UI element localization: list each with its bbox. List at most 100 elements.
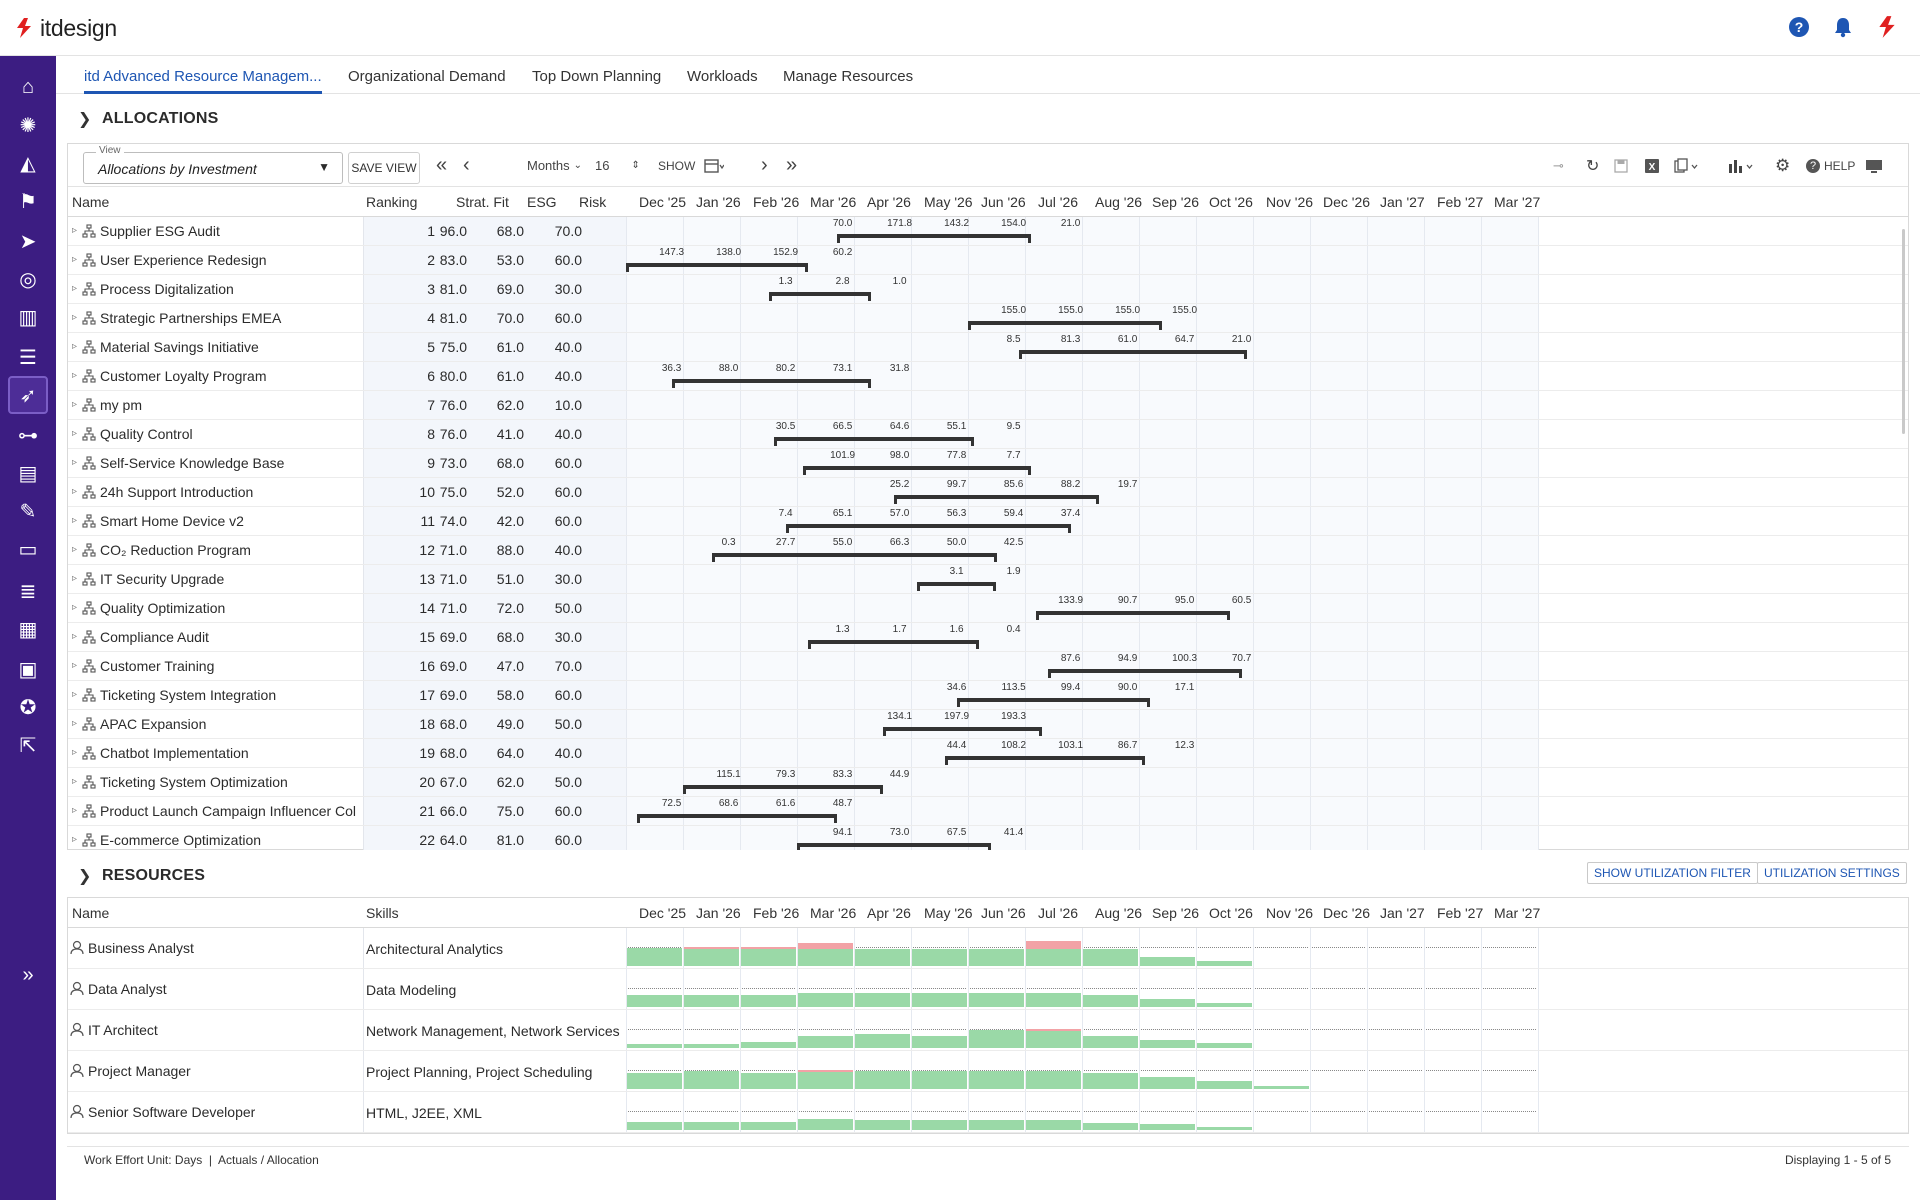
table-row[interactable]: ▹ Chatbot Implementation 19 68.0 64.0 40.0 44.…	[68, 739, 1908, 768]
resource-row[interactable]: Senior Software Developer HTML, J2EE, XML	[68, 1092, 1908, 1133]
sidebar-item-target[interactable]: ◎	[8, 260, 48, 298]
next-icon[interactable]: ›	[761, 154, 768, 176]
allocation-bar[interactable]	[671, 379, 872, 388]
expand-caret-icon[interactable]: ▹	[72, 457, 78, 468]
chevron-right-icon[interactable]: ❯	[78, 111, 92, 128]
table-row[interactable]: ▹ Ticketing System Integration 17 69.0 58.0 6…	[68, 681, 1908, 710]
allocation-bar[interactable]	[774, 437, 974, 446]
investment-name[interactable]: Chatbot Implementation	[100, 745, 249, 761]
table-row[interactable]: ▹ Quality Control 8 76.0 41.0 40.0 30.5 66.5 64.…	[68, 420, 1908, 449]
allocation-bar[interactable]	[956, 698, 1151, 707]
investment-name[interactable]: Compliance Audit	[100, 629, 209, 645]
expand-caret-icon[interactable]: ▹	[72, 254, 78, 265]
save-view-button[interactable]: SAVE VIEW	[348, 152, 420, 184]
utilization-bar[interactable]	[1197, 1043, 1252, 1048]
table-row[interactable]: ▹ 24h Support Introduction 10 75.0 52.0 60.0 2…	[68, 478, 1908, 507]
monitor-icon[interactable]	[1865, 144, 1883, 187]
utilization-bar[interactable]	[1140, 999, 1195, 1007]
sidebar-item-book[interactable]: ▤	[8, 454, 48, 492]
table-row[interactable]: ▹ Product Launch Campaign Influencer Col 2…	[68, 797, 1908, 826]
investment-name[interactable]: Ticketing System Integration	[100, 687, 277, 703]
res-col-skills-header[interactable]: Skills	[366, 905, 399, 921]
utilization-bar[interactable]	[684, 1044, 739, 1048]
table-row[interactable]: ▹ Ticketing System Optimization 20 67.0 62.0…	[68, 768, 1908, 797]
utilization-bar[interactable]	[741, 948, 796, 966]
refresh-icon[interactable]: ↻	[1586, 157, 1600, 175]
utilization-bar[interactable]	[798, 948, 853, 966]
table-row[interactable]: ▹ Strategic Partnerships EMEA 4 81.0 70.0 60.…	[68, 304, 1908, 333]
allocation-bar[interactable]	[626, 263, 809, 272]
expand-caret-icon[interactable]: ▹	[72, 660, 78, 671]
investment-name[interactable]: Quality Optimization	[100, 600, 226, 616]
expand-caret-icon[interactable]: ▹	[72, 341, 78, 352]
utilization-bar[interactable]	[969, 1030, 1024, 1048]
resource-name[interactable]: Data Analyst	[88, 981, 167, 997]
utilization-bar[interactable]	[1197, 1081, 1252, 1089]
tab-manage-resources[interactable]: Manage Resources	[783, 68, 914, 85]
utilization-bar[interactable]	[855, 1034, 910, 1048]
investment-name[interactable]: IT Security Upgrade	[100, 571, 225, 587]
allocation-bar[interactable]	[1036, 611, 1231, 620]
allocation-bar[interactable]	[945, 756, 1145, 765]
allocation-bar[interactable]	[802, 466, 1031, 475]
allocations-section-header[interactable]: ❯ ALLOCATIONS	[78, 109, 219, 129]
utilization-bar[interactable]	[1083, 1123, 1138, 1130]
allocation-bar[interactable]	[1019, 350, 1248, 359]
investment-name[interactable]: Ticketing System Optimization	[100, 774, 288, 790]
utilization-bar[interactable]	[627, 948, 682, 966]
utilization-bar[interactable]	[1083, 949, 1138, 966]
save-icon[interactable]	[1614, 144, 1628, 187]
utilization-bar[interactable]	[969, 949, 1024, 966]
sidebar-item-flag[interactable]: ⚑	[8, 182, 48, 220]
utilization-bar[interactable]	[1026, 948, 1081, 966]
utilization-bar[interactable]	[627, 995, 682, 1007]
sidebar-item-clipboard-edit[interactable]: ✎	[8, 492, 48, 530]
utilization-bar[interactable]	[684, 995, 739, 1007]
utilization-bar[interactable]	[627, 1073, 682, 1089]
col-name-header[interactable]: Name	[72, 194, 110, 210]
expand-caret-icon[interactable]: ▹	[72, 370, 78, 381]
sidebar-item-lightbulb[interactable]: ✺	[8, 106, 48, 144]
table-row[interactable]: ▹ User Experience Redesign 2 83.0 53.0 60.0 14…	[68, 246, 1908, 275]
itdesign-logo[interactable]: itdesign	[14, 14, 117, 42]
chart-options-icon[interactable]	[1728, 144, 1756, 187]
investment-name[interactable]: Customer Loyalty Program	[100, 368, 267, 384]
calendar-icon[interactable]	[704, 144, 724, 187]
investment-name[interactable]: E-commerce Optimization	[100, 832, 262, 848]
sidebar-item-checklist[interactable]: ☰	[8, 338, 48, 376]
table-row[interactable]: ▹ my pm 7 76.0 62.0 10.0	[68, 391, 1908, 420]
resources-section-header[interactable]: ❯ RESOURCES	[78, 866, 205, 886]
utilization-bar[interactable]	[1026, 1120, 1081, 1130]
table-row[interactable]: ▹ Customer Training 16 69.0 47.0 70.0 87.6 94.9…	[68, 652, 1908, 681]
expand-caret-icon[interactable]: ▹	[72, 631, 78, 642]
table-row[interactable]: ▹ Self-Service Knowledge Base 9 73.0 68.0 60.…	[68, 449, 1908, 478]
utilization-bar[interactable]	[855, 1120, 910, 1130]
resource-name[interactable]: Project Manager	[88, 1063, 191, 1079]
sidebar-item-expand[interactable]: »	[8, 956, 48, 994]
utilization-bar[interactable]	[798, 1119, 853, 1130]
sidebar-item-chart-area[interactable]: ◭	[8, 144, 48, 182]
utilization-bar[interactable]	[1254, 1086, 1309, 1089]
investment-name[interactable]: my pm	[100, 397, 142, 413]
utilization-bar[interactable]	[1026, 1071, 1081, 1089]
expand-caret-icon[interactable]: ▹	[72, 312, 78, 323]
period-unit-select[interactable]: Months ⌄	[527, 144, 582, 187]
utilization-bar[interactable]	[1026, 993, 1081, 1007]
sidebar-item-org-chart[interactable]: ⊶	[8, 416, 48, 454]
period-count-stepper[interactable]: 16 ⇕	[595, 144, 640, 187]
expand-caret-icon[interactable]: ▹	[72, 428, 78, 439]
investment-name[interactable]: User Experience Redesign	[100, 252, 267, 268]
utilization-bar[interactable]	[741, 995, 796, 1007]
utilization-bar[interactable]	[741, 1122, 796, 1130]
stepper-icon[interactable]: ⇕	[631, 160, 640, 171]
utilization-bar[interactable]	[684, 1071, 739, 1089]
itdesign-logo-icon[interactable]	[1874, 12, 1900, 42]
expand-caret-icon[interactable]: ▹	[72, 544, 78, 555]
utilization-bar[interactable]	[1197, 961, 1252, 966]
col-ranking-header[interactable]: Ranking	[366, 194, 418, 210]
expand-caret-icon[interactable]: ▹	[72, 747, 78, 758]
table-row[interactable]: ▹ Process Digitalization 3 81.0 69.0 30.0 1.3 2…	[68, 275, 1908, 304]
table-row[interactable]: ▹ CO₂ Reduction Program 12 71.0 88.0 40.0 0.3 2…	[68, 536, 1908, 565]
utilization-bar[interactable]	[912, 1071, 967, 1089]
table-row[interactable]: ▹ APAC Expansion 18 68.0 49.0 50.0 134.1 197.9 1…	[68, 710, 1908, 739]
